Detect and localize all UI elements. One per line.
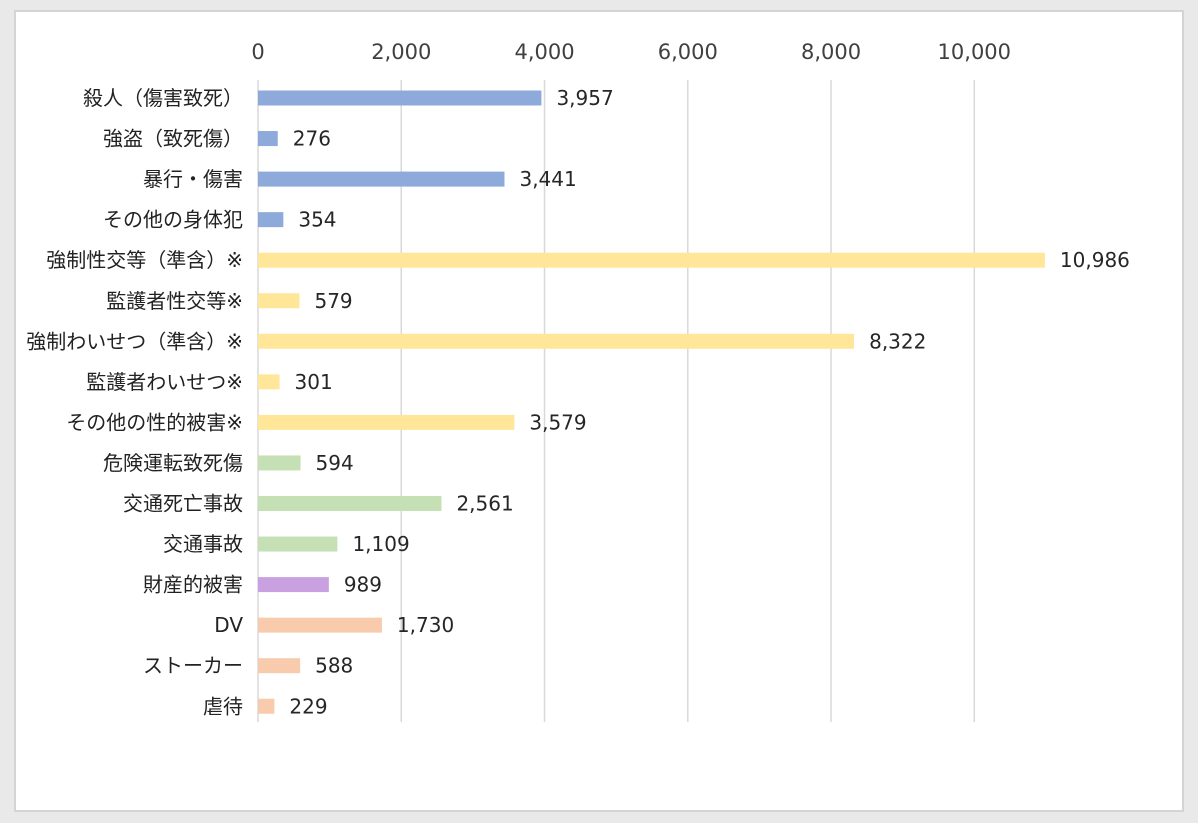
data-label: 8,322 <box>869 329 926 353</box>
data-label: 276 <box>293 127 331 151</box>
category-label: 殺人（傷害致死） <box>83 86 243 110</box>
x-tick-label: 6,000 <box>658 40 718 64</box>
bar <box>258 90 542 106</box>
data-label: 354 <box>298 208 336 232</box>
bar <box>258 617 382 633</box>
x-tick-label: 0 <box>251 40 264 64</box>
data-label: 3,579 <box>529 410 586 434</box>
data-label: 2,561 <box>456 492 513 516</box>
x-tick-label: 10,000 <box>938 40 1011 64</box>
bar <box>258 455 301 471</box>
category-label: 強制わいせつ（準含）※ <box>26 329 243 353</box>
category-label: DV <box>214 613 243 637</box>
bar <box>258 414 515 430</box>
category-label: その他の性的被害※ <box>66 410 243 434</box>
bar <box>258 171 505 187</box>
data-label: 588 <box>315 654 353 678</box>
category-label: 虐待 <box>203 694 243 718</box>
bar <box>258 658 301 674</box>
bar <box>258 374 280 390</box>
category-label: 交通死亡事故 <box>123 492 243 516</box>
bar <box>258 212 284 228</box>
x-tick-label: 2,000 <box>371 40 431 64</box>
category-label: 交通事故 <box>163 532 243 556</box>
data-label: 989 <box>344 573 382 597</box>
data-label: 579 <box>314 289 352 313</box>
bar <box>258 333 855 349</box>
data-label: 3,957 <box>556 86 613 110</box>
data-label: 3,441 <box>519 167 576 191</box>
data-label: 229 <box>289 694 327 718</box>
category-label: 監護者性交等※ <box>106 289 243 313</box>
data-label: 1,730 <box>397 613 454 637</box>
category-label: 監護者わいせつ※ <box>86 370 243 394</box>
category-label: 暴行・傷害 <box>143 167 243 191</box>
data-label: 301 <box>295 370 333 394</box>
bar <box>258 496 442 511</box>
category-label: 財産的被害 <box>143 573 243 597</box>
bar <box>258 577 329 593</box>
x-tick-label: 4,000 <box>514 40 574 64</box>
bar <box>258 698 275 714</box>
bar <box>258 293 300 309</box>
bar <box>258 536 338 552</box>
bar <box>258 131 278 147</box>
chart-frame <box>14 10 1184 812</box>
data-label: 594 <box>316 451 354 475</box>
category-label: 強盗（致死傷） <box>103 127 243 151</box>
category-label: 危険運転致死傷 <box>103 451 243 475</box>
bar <box>258 252 1045 268</box>
category-label: その他の身体犯 <box>103 208 243 232</box>
category-label: ストーカー <box>143 654 243 678</box>
data-label: 10,986 <box>1060 248 1130 272</box>
x-tick-label: 8,000 <box>801 40 861 64</box>
data-label: 1,109 <box>352 532 409 556</box>
category-label: 強制性交等（準含）※ <box>46 248 243 272</box>
